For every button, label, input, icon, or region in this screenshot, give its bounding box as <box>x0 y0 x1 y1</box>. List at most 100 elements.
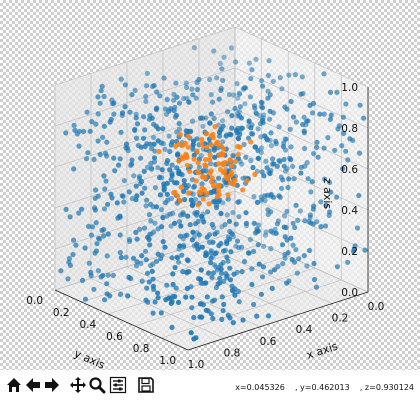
scatter-point <box>317 111 323 117</box>
scatter-point <box>296 256 302 262</box>
scatter-point <box>208 250 214 256</box>
scatter-point <box>198 115 204 121</box>
cluster-point <box>248 139 254 145</box>
scatter-point <box>174 94 180 100</box>
scatter-point <box>151 229 157 235</box>
zoom-button[interactable] <box>87 375 107 395</box>
scatter-point <box>190 142 196 148</box>
scatter-point <box>102 297 108 303</box>
scatter-point <box>235 135 241 141</box>
scatter-point <box>110 272 116 278</box>
scatter-point <box>216 175 222 181</box>
scatter-point <box>171 108 177 114</box>
scatter-point <box>247 94 253 100</box>
scatter-point <box>265 313 272 319</box>
figure-canvas[interactable]: 1.0 0.8 0.6 0.4 0.2 0.0 0.0 0.2 0.4 0.6 0.8 1.0 0.0 0… <box>0 0 420 370</box>
scatter-point <box>281 163 287 169</box>
scatter-point <box>211 188 217 194</box>
configure-subplots-button[interactable] <box>108 375 128 395</box>
scatter-point <box>256 222 262 228</box>
scatter-point <box>290 114 297 120</box>
scatter-point <box>143 93 149 100</box>
scatter-point <box>255 242 261 248</box>
scatter-point <box>175 299 182 305</box>
scatter-point <box>274 221 280 227</box>
scatter-point <box>79 206 85 212</box>
scatter-point <box>249 281 255 288</box>
scatter-point <box>314 144 320 150</box>
scatter-point <box>255 147 261 154</box>
scatter-point <box>221 248 227 254</box>
scatter-point <box>152 185 158 191</box>
scatter-point <box>199 314 205 320</box>
scatter-point <box>352 243 358 249</box>
scatter-point <box>167 148 173 155</box>
scatter-point <box>258 134 264 140</box>
cluster-point <box>244 178 250 184</box>
scatter3d-plot[interactable]: 1.0 0.8 0.6 0.4 0.2 0.0 0.0 0.2 0.4 0.6 0.8 1.0 0.0 0… <box>0 0 420 370</box>
scatter-point <box>107 119 113 125</box>
scatter-point <box>152 299 158 305</box>
home-button[interactable] <box>4 375 24 395</box>
scatter-point <box>284 280 290 286</box>
scatter-point <box>191 336 197 342</box>
save-button[interactable] <box>136 375 156 395</box>
grid-line <box>90 278 225 339</box>
scatter-point <box>116 162 122 168</box>
scatter-point <box>334 264 340 270</box>
scatter-point <box>260 264 266 270</box>
scatter-point <box>134 193 140 199</box>
pan-button[interactable] <box>68 375 88 395</box>
scatter-point <box>188 330 194 336</box>
scatter-point <box>290 163 296 169</box>
scatter-point <box>361 115 367 121</box>
scatter-point <box>300 121 306 128</box>
scatter-point <box>285 250 291 256</box>
scatter-point <box>290 242 296 248</box>
scatter-point <box>229 287 235 293</box>
scatter-point <box>82 245 88 251</box>
scatter-point <box>243 154 249 160</box>
scatter-point <box>211 48 217 54</box>
scatter-point <box>142 127 148 133</box>
z-tick-label: 1.0 <box>341 82 358 94</box>
scatter-point <box>107 293 113 299</box>
scatter-point <box>229 231 235 237</box>
scatter-point <box>332 147 338 153</box>
scatter-point <box>176 219 183 225</box>
scatter-point <box>200 302 206 308</box>
scatter-point <box>129 157 135 163</box>
scatter-point <box>101 233 107 239</box>
scatter-point <box>260 83 266 89</box>
scatter-point <box>291 176 297 182</box>
scatter-point <box>261 173 267 179</box>
scatter-point <box>134 236 140 242</box>
z-tick-label: 0.6 <box>341 164 358 176</box>
scatter-point <box>339 143 345 149</box>
scatter-point <box>169 255 175 261</box>
home-icon <box>7 378 21 392</box>
back-button[interactable] <box>23 375 43 395</box>
scatter-point <box>228 249 234 255</box>
scatter-point <box>246 118 252 124</box>
cluster-point <box>194 168 201 175</box>
scatter-point <box>95 193 101 199</box>
forward-button[interactable] <box>42 375 62 395</box>
scatter-point <box>178 223 184 229</box>
scatter-point <box>270 156 276 162</box>
scatter-point <box>264 192 270 198</box>
forward-arrow-icon <box>45 378 59 392</box>
scatter-point <box>253 56 259 62</box>
scatter-point <box>251 248 257 254</box>
scatter-point <box>166 108 172 114</box>
scatter-point <box>218 270 225 276</box>
cluster-point <box>172 189 178 195</box>
cluster-point <box>220 169 226 175</box>
scatter-point <box>117 291 124 297</box>
scatter-point <box>343 101 349 107</box>
scatter-point <box>194 86 200 93</box>
scatter-point <box>194 241 200 247</box>
scatter-point <box>302 145 308 152</box>
scatter-point <box>310 110 316 116</box>
scatter-point <box>104 253 110 259</box>
